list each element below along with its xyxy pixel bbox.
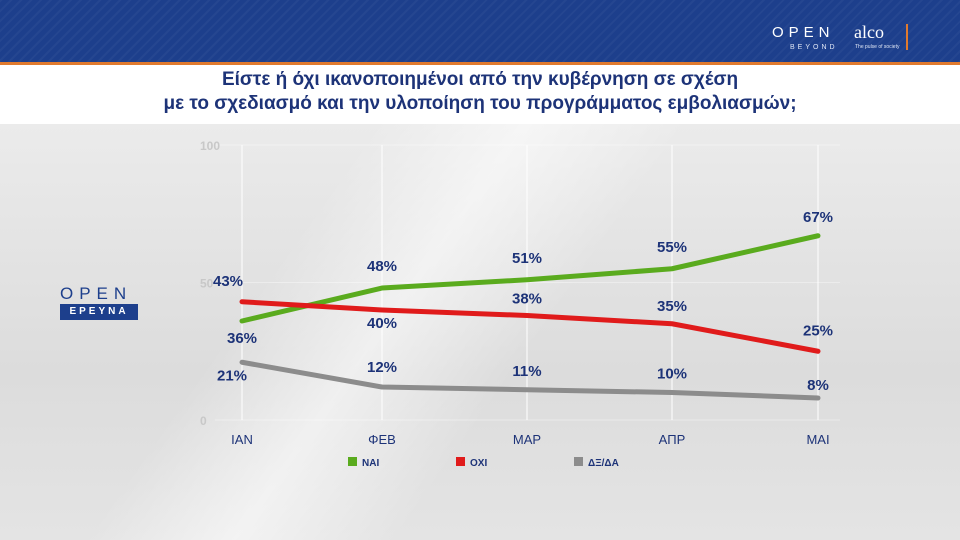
legend-swatch-ΟΧΙ	[456, 457, 465, 466]
data-label: 48%	[367, 258, 397, 275]
series-line-ΔΞ/ΔΑ	[239, 359, 821, 401]
x-tick-label: ΜΑΙ	[806, 432, 829, 447]
legend-label: ΝΑΙ	[362, 458, 379, 469]
x-tick-label: ΙΑΝ	[231, 432, 253, 447]
open-beyond-logo: OPEN	[772, 24, 835, 41]
data-label: 12%	[367, 359, 397, 376]
open-erevna-logo: OPEN	[60, 284, 133, 303]
chart-title-line-1: Είστε ή όχι ικανοποιημένοι από την κυβέρ…	[221, 69, 739, 90]
x-tick-label: ΜΑΡ	[513, 432, 541, 447]
data-label: 8%	[807, 377, 829, 394]
chart-title: Είστε ή όχι ικανοποιημένοι από την κυβέρ…	[80, 68, 880, 116]
header-bar	[0, 0, 960, 62]
legend-swatch-ΔΞ/ΔΑ	[574, 457, 583, 466]
data-label: 43%	[213, 273, 243, 290]
legend-swatch-ΝΑΙ	[348, 457, 357, 466]
series-line-ΟΧΙ	[239, 299, 821, 354]
data-label: 51%	[512, 250, 542, 267]
data-label: 35%	[657, 298, 687, 315]
brand-separator	[906, 24, 908, 50]
header-accent-line	[0, 62, 960, 65]
y-tick-label: 100	[200, 139, 220, 153]
alco-logo: alco	[854, 22, 884, 42]
data-label: 38%	[512, 291, 542, 308]
data-label: 40%	[367, 315, 397, 332]
data-label: 55%	[657, 239, 687, 256]
alco-tagline: The pulse of society	[855, 44, 900, 50]
y-tick-label: 50	[200, 277, 214, 291]
legend-label: ΟΧΙ	[470, 458, 487, 469]
x-tick-label: ΦΕΒ	[368, 432, 396, 447]
x-tick-label: ΑΠΡ	[659, 432, 686, 447]
chart-background-highlight	[0, 124, 960, 540]
data-label: 67%	[803, 209, 833, 226]
chart-title-line-2: με το σχεδιασμό και την υλοποίηση του πρ…	[163, 93, 797, 114]
legend-label: ΔΞ/ΔΑ	[588, 458, 619, 469]
erevna-badge: ΕΡΕΥΝΑ	[60, 304, 138, 320]
data-label: 36%	[227, 330, 257, 347]
data-label: 21%	[217, 367, 247, 384]
data-label: 10%	[657, 366, 687, 383]
y-tick-label: 0	[200, 414, 207, 428]
data-label: 11%	[512, 363, 541, 380]
open-beyond-sublabel: BEYOND	[790, 44, 838, 51]
series-line-ΝΑΙ	[239, 233, 821, 324]
data-label: 25%	[803, 322, 833, 339]
